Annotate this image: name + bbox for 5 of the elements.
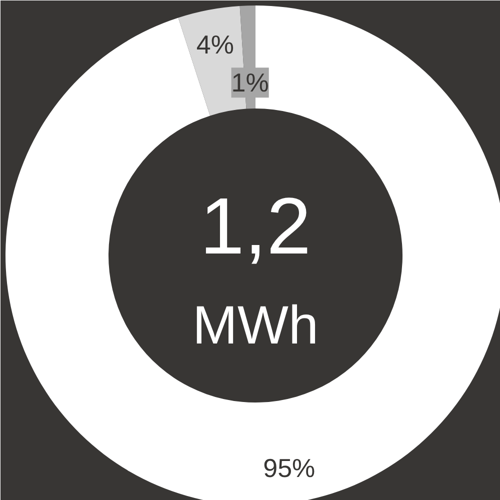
data-label: 1% bbox=[231, 68, 269, 98]
text: 1,2 bbox=[200, 182, 312, 270]
data-label: 95% bbox=[263, 452, 316, 483]
text: MWh bbox=[192, 296, 318, 356]
data-label: 4% bbox=[196, 29, 234, 60]
